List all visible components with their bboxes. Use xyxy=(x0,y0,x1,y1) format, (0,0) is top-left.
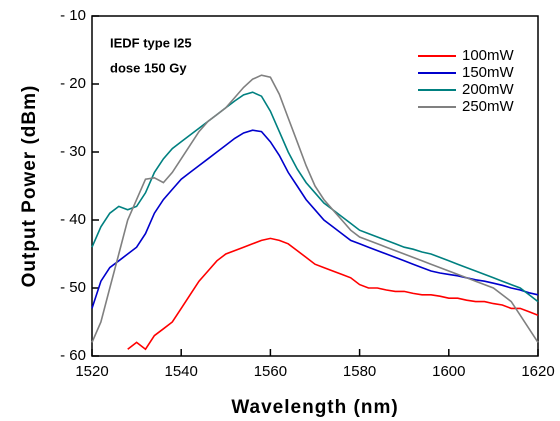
legend-label: 250mW xyxy=(462,98,515,115)
series-line xyxy=(91,129,539,309)
y-tick-label: - 60 xyxy=(60,347,86,364)
series-line xyxy=(127,237,539,351)
y-tick-label: - 50 xyxy=(60,279,86,296)
annotation: dose 150 Gy xyxy=(110,60,187,75)
x-tick-label: 1520 xyxy=(75,363,108,380)
legend-label: 150mW xyxy=(462,64,515,81)
y-tick-label: - 40 xyxy=(60,211,86,228)
y-tick-label: - 30 xyxy=(60,143,86,160)
x-tick-label: 1620 xyxy=(521,363,554,380)
series-line xyxy=(91,74,539,343)
y-axis-label: Output Power (dBm) xyxy=(19,85,40,288)
legend-label: 200mW xyxy=(462,81,515,98)
annotation: IEDF type I25 xyxy=(110,35,192,50)
x-tick-label: 1540 xyxy=(165,363,198,380)
y-tick-label: - 20 xyxy=(60,75,86,92)
x-tick-label: 1600 xyxy=(432,363,465,380)
plot-frame xyxy=(91,15,539,357)
y-tick-label: - 10 xyxy=(60,7,86,24)
x-axis-label: Wavelength (nm) xyxy=(231,397,398,418)
x-tick-label: 1580 xyxy=(343,363,376,380)
x-tick-label: 1560 xyxy=(254,363,287,380)
series-line xyxy=(91,91,539,303)
legend-label: 100mW xyxy=(462,47,515,64)
